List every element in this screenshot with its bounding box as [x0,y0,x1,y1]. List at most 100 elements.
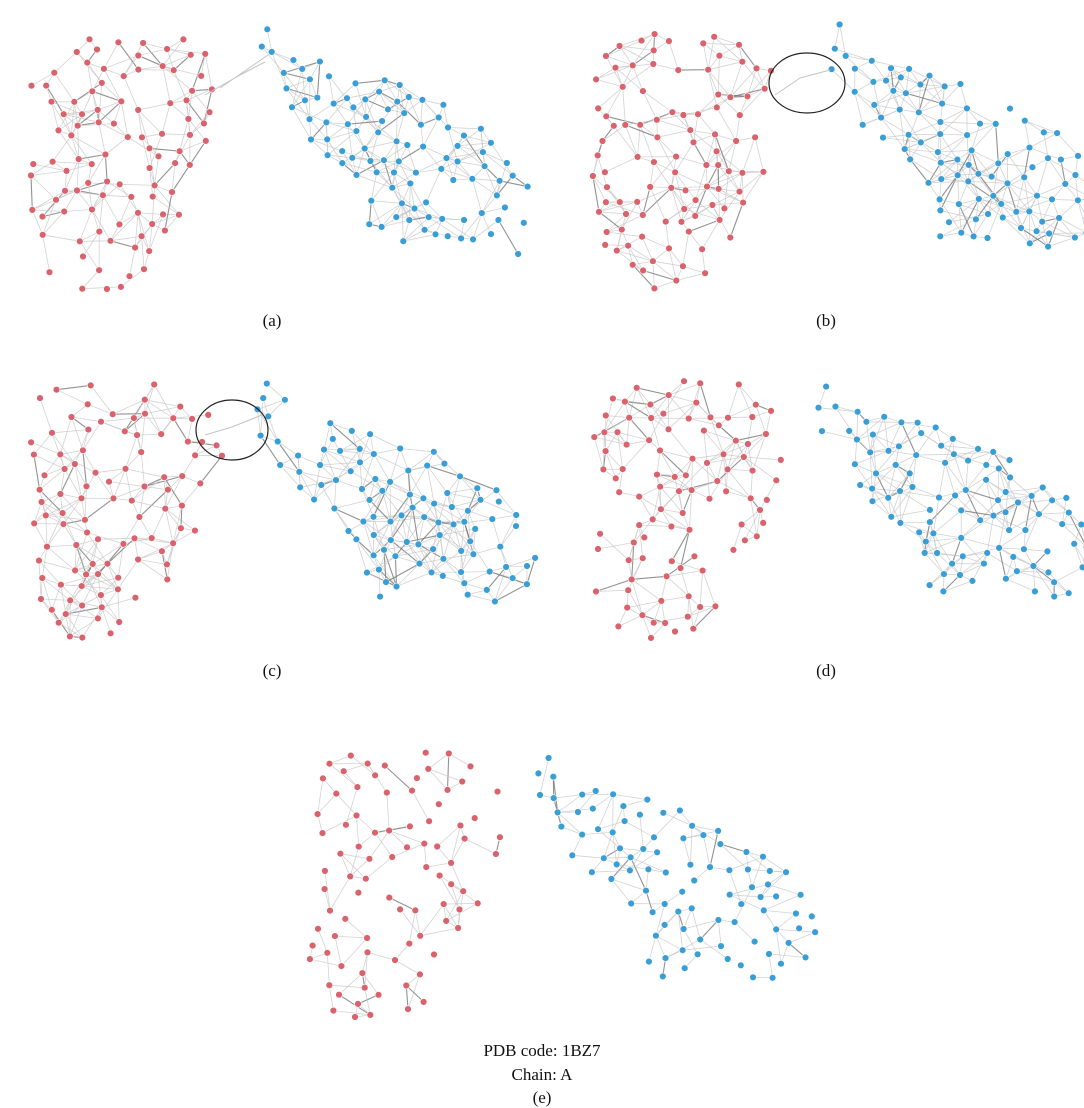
panel-d-left-cluster-node [630,539,637,546]
panel-b-left-cluster-node [744,93,751,100]
panel-e-right-cluster-edge [640,815,643,849]
panel-c-right-cluster-edge [360,462,362,489]
panel-c-left-cluster-edge [46,515,47,546]
panel-b-left-cluster-edge [742,62,764,89]
panel-a-left-cluster-node [104,286,111,293]
panel-b-right-cluster-node [970,233,977,240]
panel-b-left-cluster-node [716,52,723,59]
panel-a-left-cluster-edge [111,213,139,241]
panel-d-left-cluster-edge [600,534,629,560]
panel-d-left-cluster-node [697,604,704,611]
panel-e-right-cluster-node [579,791,586,798]
panel-b-bridge-edge [775,78,800,95]
panel-a-right-cluster-edge [329,76,334,103]
panel-b-right-cluster-node [1058,156,1065,163]
panel-a-left-cluster-node [118,98,125,105]
panel-d-right-cluster-node [1078,521,1084,528]
panel-e-left-cluster-edge [357,816,359,847]
panel-a-left-cluster-node [94,46,101,53]
panel-c-right-cluster-node [440,555,447,562]
panel-c-right-cluster-node [461,518,468,525]
panel-e-right-cluster-edge [613,794,647,799]
panel-e-left-cluster-node [467,763,474,770]
panel-d-right-cluster-node [1014,568,1021,575]
panel-b-right-cluster-edge [835,49,872,61]
panel-a-right-cluster-node [520,219,527,226]
panel-a-left-cluster-node [107,237,114,244]
panel-d-right-cluster-edge [999,548,1006,579]
panel-a-svg [0,0,560,300]
panel-e-right-cluster-node [793,910,800,917]
panel-b-right-cluster-node [1045,243,1052,250]
panel-d-right-cluster-edge [1033,566,1035,591]
panel-a-right-cluster-node [368,197,375,204]
panel-c-right-cluster-node [282,396,289,403]
panel-b-right-cluster-node [907,156,914,163]
panel-d-right-cluster-edge [925,553,963,556]
panel-e-left-cluster-node [333,790,340,797]
panel-d-left-cluster-node [641,534,648,541]
panel-e-left-cluster-edge [368,952,396,960]
panel-c-right-cluster-node [398,512,405,519]
panel-c-left-cluster-node [136,514,143,521]
panel-b-left-cluster-node [678,218,685,225]
panel-b-left-cluster-node [602,169,609,176]
panel-a-right-cluster-node [339,160,346,167]
panel-a-right-cluster-edge [348,121,382,124]
panel-d-left-cluster-node [636,522,643,529]
panel-d-right-cluster-node [930,530,937,537]
panel-b-right-cluster-edge [909,122,941,135]
panel-c-left-cluster-edge [72,417,83,450]
panel-d-right-cluster-edge [966,490,980,520]
panel-a-right-cluster-edge [302,69,305,100]
panel-a-right-cluster-node [435,114,442,121]
panel-a-right-cluster-node [450,177,457,184]
panel-c-left-cluster-node [142,410,149,417]
panel-d-right-cluster-node [823,383,830,390]
panel-d-left-cluster-edge [594,437,603,469]
panel-c-left-cluster-edge [101,422,137,435]
panel-d-right-cluster-node [869,498,876,505]
panel-b-left-cluster-node [713,104,720,111]
panel-d-right-cluster-node [1049,497,1056,504]
panel-d-left-cluster-node [591,434,598,441]
panel-d-right-cluster-edge [889,433,922,451]
panel-e-right-cluster-edge [776,914,796,930]
panel-d-left-cluster-edge [669,403,697,430]
panel-d-left-cluster-node [768,408,775,415]
panel-b-right-cluster-node [905,131,912,138]
panel-e-right-cluster-node [812,929,819,936]
panel-d-left-cluster-node [676,488,683,495]
panel-a-right-cluster-node [425,214,432,221]
panel-b-left-cluster-edge [643,91,657,120]
panel-e-right-cluster-node [707,864,714,871]
panel-c-left-cluster-node [36,486,43,493]
panel-d-left-cluster-node [668,558,675,565]
panel-a-right-cluster-node [400,238,407,245]
panel-b-right-cluster-edge [1044,132,1048,158]
panel-e-left-cluster-edge [339,973,362,995]
panel-a-right-cluster-node [391,169,398,176]
panel-c-right-cluster-edge [427,466,434,504]
panel-b-left-cluster-node [673,153,680,160]
panel-c-left-cluster-node [205,412,212,419]
panel-a-left-cluster-node [149,221,156,228]
panel-c-left-cluster-node [164,561,171,568]
panel-e-left-cluster-edge [344,764,368,772]
panel-d-left-cluster-node [686,526,693,533]
panel-d-left-cluster-node [658,598,665,605]
panel-c-left-cluster-edge [173,418,188,441]
panel-e-left-cluster-node [440,901,447,908]
panel-e-right-cluster-edge [690,826,692,865]
panel-b-right-cluster-edge [1037,184,1065,196]
panel-e-right-cluster-node [654,849,661,856]
panel-b-right-cluster-node [936,196,943,203]
panel-c-left-cluster-node [177,403,184,410]
panel-b-left-cluster-edge [676,273,705,280]
panel-a-left-cluster-node [146,165,153,172]
panel-d-left-cluster-node [657,447,664,454]
panel-b-left-cluster-node [634,154,641,161]
panel-c-right-cluster-node [367,431,374,438]
panel-e-left-cluster-edge [336,794,356,816]
panel-d-right-cluster-edge [866,422,870,453]
